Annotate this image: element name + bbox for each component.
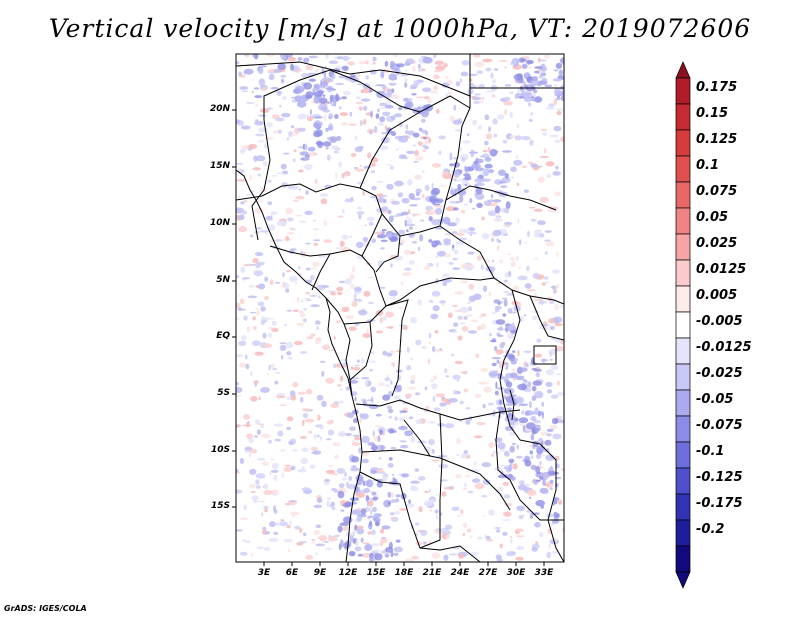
colorbar-label: -0.2 xyxy=(696,522,725,537)
lat-label-10n: 10N xyxy=(209,218,230,228)
colorbar-swatch xyxy=(675,545,691,573)
colorbar-swatch xyxy=(675,77,691,105)
colorbar-label: -0.025 xyxy=(696,366,743,381)
colorbar-swatch xyxy=(675,441,691,469)
axis-ticks xyxy=(232,109,545,566)
colorbar-label: 0.05 xyxy=(696,210,729,225)
lon-label-33e: 33E xyxy=(534,568,554,578)
colorbar-label: 0.1 xyxy=(696,158,720,173)
map-border xyxy=(235,53,565,563)
colorbar-swatch xyxy=(675,389,691,417)
colorbar-label: -0.0125 xyxy=(696,340,752,355)
colorbar-swatch xyxy=(675,181,691,209)
colorbar-label: 0.005 xyxy=(696,288,738,303)
lon-label-6e: 6E xyxy=(285,568,299,578)
colorbar-swatch xyxy=(675,233,691,261)
chart-title: Vertical velocity [m/s] at 1000hPa, VT: … xyxy=(48,14,752,43)
colorbar-label: -0.075 xyxy=(696,418,743,433)
colorbar-top-arrow xyxy=(675,61,691,79)
colorbar-label: -0.005 xyxy=(696,314,743,329)
colorbar-label: 0.15 xyxy=(696,106,729,121)
lat-label-5n: 5N xyxy=(216,275,230,285)
colorbar-label: 0.125 xyxy=(696,132,738,147)
lat-label-20n: 20N xyxy=(209,104,230,114)
lon-label-27e: 27E xyxy=(478,568,498,578)
lon-label-30e: 30E xyxy=(506,568,526,578)
colorbar-swatch xyxy=(675,311,691,339)
lat-label-15s: 15S xyxy=(210,501,230,511)
colorbar-swatch xyxy=(675,519,691,547)
colorbar-swatch xyxy=(675,285,691,313)
colorbar-swatch xyxy=(675,363,691,391)
lat-label-5s: 5S xyxy=(217,388,230,398)
colorbar-swatch xyxy=(675,155,691,183)
colorbar-swatch xyxy=(675,129,691,157)
colorbar-swatch xyxy=(675,493,691,521)
colorbar-label: 0.075 xyxy=(696,184,738,199)
colorbar-label: -0.05 xyxy=(696,392,734,407)
colorbar-label: 0.175 xyxy=(696,80,738,95)
west-coast xyxy=(236,169,363,562)
colorbar-label: 0.0125 xyxy=(696,262,747,277)
lon-label-9e: 9E xyxy=(313,568,327,578)
colorbar-swatch xyxy=(675,337,691,365)
colorbar-swatch xyxy=(675,207,691,235)
grads-credit: GrADS: IGES/COLA xyxy=(4,604,87,613)
lat-label-eq: EQ xyxy=(216,331,230,341)
lon-label-18e: 18E xyxy=(394,568,414,578)
colorbar-swatch xyxy=(675,467,691,495)
lon-label-3e: 3E xyxy=(257,568,271,578)
colorbar-label: -0.125 xyxy=(696,470,743,485)
country-borders xyxy=(236,54,564,562)
colorbar-swatch xyxy=(675,259,691,287)
colorbar-label: -0.175 xyxy=(696,496,743,511)
colorbar-label: -0.1 xyxy=(696,444,725,459)
lat-label-10s: 10S xyxy=(210,445,230,455)
colorbar-bottom-arrow xyxy=(675,571,691,589)
colorbar-swatch xyxy=(675,415,691,443)
colorbar-swatch xyxy=(675,103,691,131)
lon-label-24e: 24E xyxy=(450,568,470,578)
lon-label-21e: 21E xyxy=(422,568,442,578)
colorbar xyxy=(675,61,691,589)
lon-label-12e: 12E xyxy=(338,568,358,578)
colorbar-label: 0.025 xyxy=(696,236,738,251)
lon-label-15e: 15E xyxy=(366,568,386,578)
lat-label-15n: 15N xyxy=(209,161,230,171)
